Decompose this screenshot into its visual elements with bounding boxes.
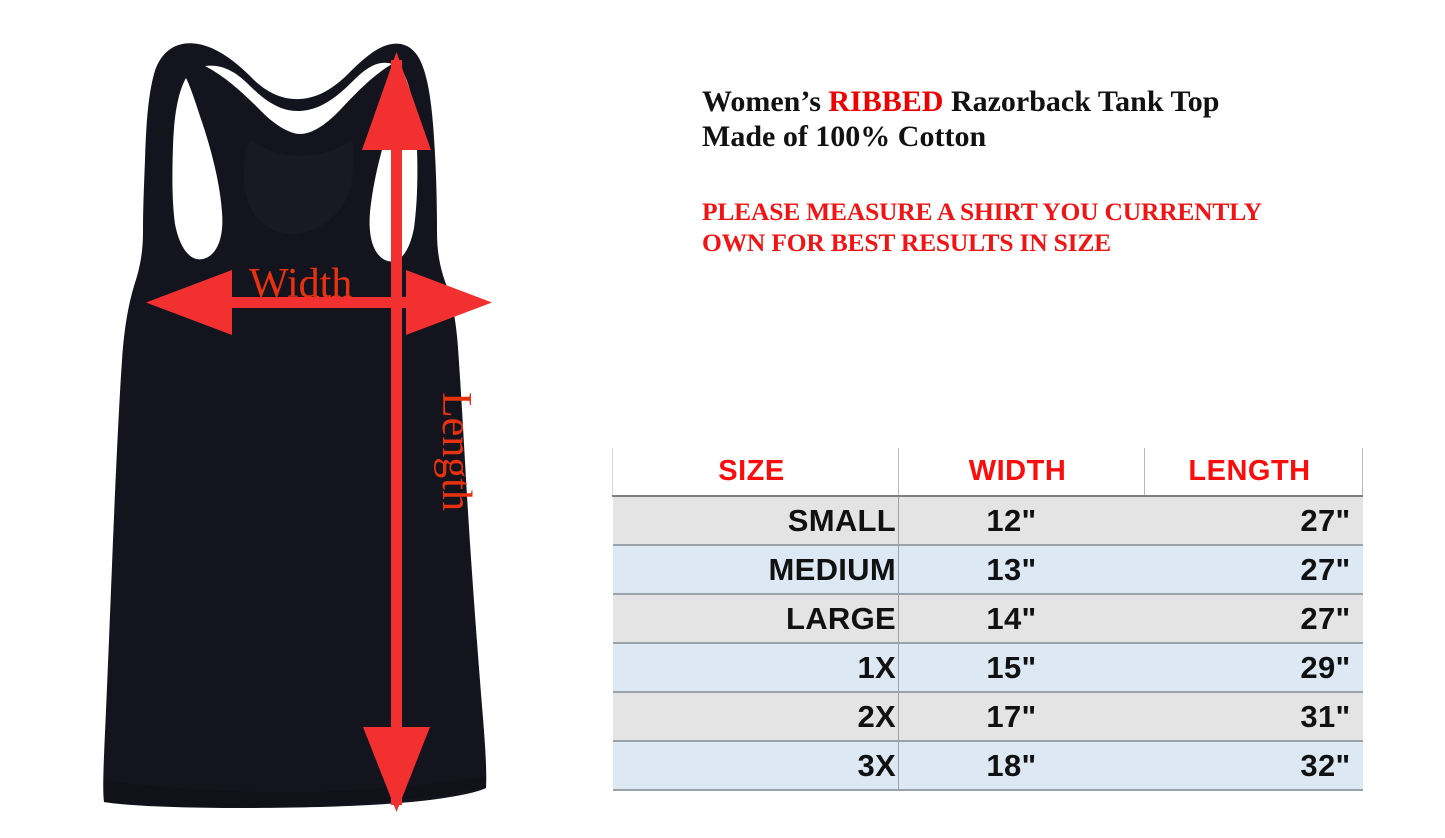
title-text-after-accent: Razorback Tank Top	[943, 85, 1220, 118]
length-label: Length	[433, 392, 479, 511]
tank-top-shape	[103, 43, 487, 808]
table-row: 3X 18" 32"	[612, 741, 1363, 791]
cell-length: 27"	[1144, 594, 1363, 644]
measurement-arrows	[146, 52, 492, 812]
cell-length: 29"	[1144, 643, 1363, 693]
width-label: Width	[249, 261, 352, 307]
table-row: MEDIUM 13" 27"	[612, 545, 1363, 595]
title-accent-ribbed: RIBBED	[828, 85, 944, 118]
cell-size: SMALL	[612, 495, 899, 546]
cell-width: 17"	[898, 692, 1145, 742]
tank-top-diagram: Width Length	[103, 43, 492, 812]
cell-width: 12"	[898, 495, 1145, 546]
table-row: 2X 17" 31"	[612, 692, 1363, 742]
product-info-panel: Women’s RIBBED Razorback Tank Top Made o…	[702, 84, 1382, 258]
column-header-width: WIDTH	[898, 448, 1145, 497]
cell-length: 27"	[1144, 545, 1363, 595]
column-header-size: SIZE	[612, 448, 899, 497]
cell-width: 14"	[898, 594, 1145, 644]
measure-warning: PLEASE MEASURE A SHIRT YOU CURRENTLY OWN…	[702, 196, 1382, 258]
measure-warning-line-2: OWN FOR BEST RESULTS IN SIZE	[702, 228, 1111, 257]
cell-length: 32"	[1144, 741, 1363, 791]
cell-length: 27"	[1144, 495, 1363, 546]
cell-size: MEDIUM	[612, 545, 899, 595]
column-header-length: LENGTH	[1144, 448, 1363, 497]
cell-size: 1X	[612, 643, 899, 693]
cell-size: LARGE	[612, 594, 899, 644]
size-chart-table: SIZE WIDTH LENGTH SMALL 12" 27" MEDIUM 1…	[612, 448, 1363, 791]
cell-size: 3X	[612, 741, 899, 791]
table-row: SMALL 12" 27"	[612, 495, 1363, 546]
product-title-line-1: Women’s RIBBED Razorback Tank Top	[702, 84, 1382, 119]
table-row: LARGE 14" 27"	[612, 594, 1363, 644]
cell-width: 13"	[898, 545, 1145, 595]
measure-warning-line-1: PLEASE MEASURE A SHIRT YOU CURRENTLY	[702, 197, 1262, 226]
size-chart-header: SIZE WIDTH LENGTH	[612, 448, 1363, 497]
header-row: SIZE WIDTH LENGTH	[612, 448, 1363, 497]
cell-width: 18"	[898, 741, 1145, 791]
title-text-before-accent: Women’s	[702, 85, 829, 118]
size-chart-container: SIZE WIDTH LENGTH SMALL 12" 27" MEDIUM 1…	[612, 448, 1363, 791]
cell-size: 2X	[612, 692, 899, 742]
size-chart-body: SMALL 12" 27" MEDIUM 13" 27" LARGE 14" 2…	[612, 495, 1363, 791]
table-row: 1X 15" 29"	[612, 643, 1363, 693]
length-arrow	[362, 52, 431, 812]
cell-length: 31"	[1144, 692, 1363, 742]
cell-width: 15"	[898, 643, 1145, 693]
product-title-line-2: Made of 100% Cotton	[702, 120, 987, 153]
width-arrow	[146, 270, 492, 335]
garment-illustration-panel: Width Length	[0, 0, 600, 838]
